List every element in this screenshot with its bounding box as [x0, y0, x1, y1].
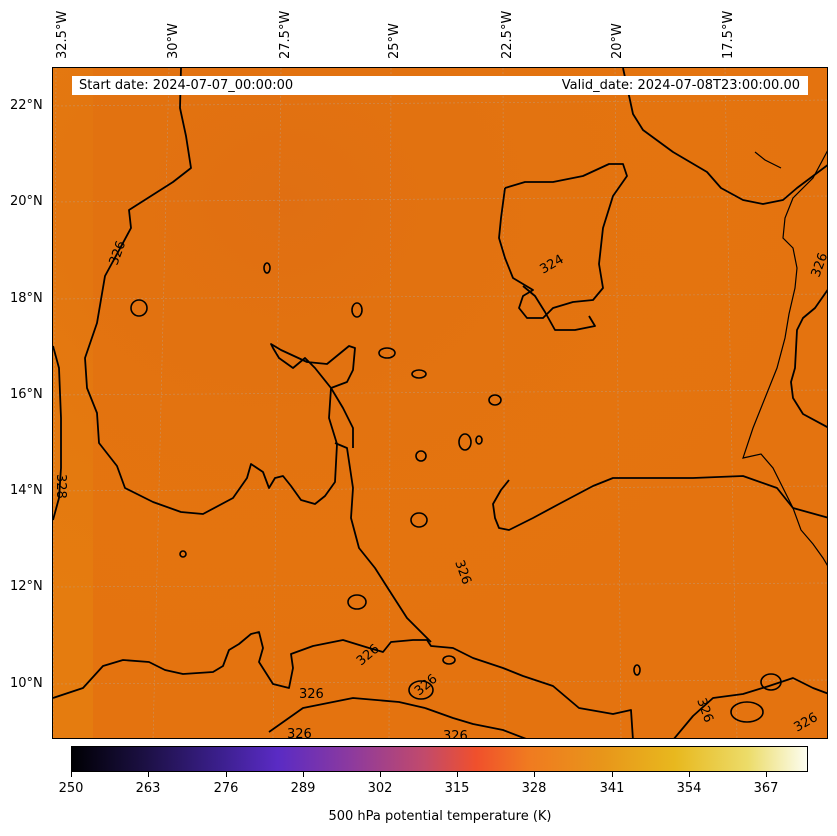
contours — [53, 68, 827, 738]
colorbar-label-315: 315 — [444, 781, 470, 796]
colorbar-tick — [226, 772, 227, 777]
lon-label-32.5w: 32.5°W — [55, 10, 70, 59]
lon-label-20w: 20°W — [610, 23, 625, 59]
graticule — [53, 68, 827, 738]
contour-south-326-c — [424, 707, 527, 738]
temperature-field-shade — [53, 68, 827, 738]
lon-label-30w: 30°W — [166, 23, 181, 59]
colorbar-label-250: 250 — [58, 781, 84, 796]
colorbar-label-302: 302 — [367, 781, 393, 796]
contour-north-closed-324 — [498, 163, 628, 319]
lat-label-20n: 20°N — [10, 194, 43, 209]
lat-label-18n: 18°N — [10, 291, 43, 306]
contour-south-326-b — [268, 697, 426, 733]
colorbar-tick — [534, 772, 535, 777]
colorbar-tick — [148, 772, 149, 777]
lat-label-22n: 22°N — [10, 98, 43, 113]
lat-label-10n: 10°N — [10, 676, 43, 691]
lat-label-16n: 16°N — [10, 387, 43, 402]
colorbar-label-341: 341 — [599, 781, 625, 796]
contour-center-326 — [522, 285, 596, 331]
colorbar-tick — [689, 772, 690, 777]
colorbar-tick — [303, 772, 304, 777]
contour-label-326-s1: 326 — [287, 727, 312, 739]
lon-label-22.5w: 22.5°W — [500, 10, 515, 59]
contour-label-326-s2: 326 — [443, 729, 468, 739]
contour-mid-band-326 — [492, 475, 827, 531]
start-date-label: Start date: 2024-07-07_00:00:00 — [79, 78, 294, 93]
contour-north-324 — [622, 68, 827, 205]
contour-south-326-d — [673, 677, 827, 738]
lat-label-12n: 12°N — [10, 579, 43, 594]
colorbar-tick — [380, 772, 381, 777]
map-canvas[interactable]: 326 324 328 326 326 326 326 326 326 326 … — [53, 68, 828, 739]
map-panel[interactable]: 326 324 328 326 326 326 326 326 326 326 … — [52, 67, 828, 739]
colorbar-label-289: 289 — [290, 781, 316, 796]
colorbar-tick — [457, 772, 458, 777]
contour-west-326-b — [334, 442, 432, 643]
contour-326-islands — [330, 387, 354, 448]
colorbar-label-354: 354 — [676, 781, 702, 796]
colorbar-tick — [766, 772, 767, 777]
coastline — [742, 150, 827, 566]
colorbar — [71, 746, 808, 772]
colorbar-tick — [71, 772, 72, 777]
contour-south-326 — [53, 631, 634, 738]
info-bar: Start date: 2024-07-07_00:00:00 Valid_da… — [72, 76, 808, 95]
colorbar-label-328: 328 — [521, 781, 547, 796]
colorbar-title: 500 hPa potential temperature (K) — [328, 809, 552, 824]
colorbar-label-263: 263 — [135, 781, 161, 796]
contour-upper-left-328 — [53, 345, 62, 521]
contour-northeast-326 — [790, 289, 827, 428]
lon-label-25w: 25°W — [387, 23, 402, 59]
colorbar-label-367: 367 — [753, 781, 779, 796]
valid-date-label: Valid_date: 2024-07-08T23:00:00.00 — [561, 78, 800, 93]
contour-label-328: 328 — [53, 474, 68, 499]
lon-label-27.5w: 27.5°W — [278, 10, 293, 59]
contour-west-326 — [84, 68, 356, 515]
colorbar-label-276: 276 — [213, 781, 239, 796]
colorbar-tick — [612, 772, 613, 777]
lon-label-17.5w: 17.5°W — [721, 10, 736, 59]
lat-label-14n: 14°N — [10, 483, 43, 498]
contour-label-326-sw2: 326 — [299, 687, 324, 702]
contour-islands — [130, 262, 782, 723]
